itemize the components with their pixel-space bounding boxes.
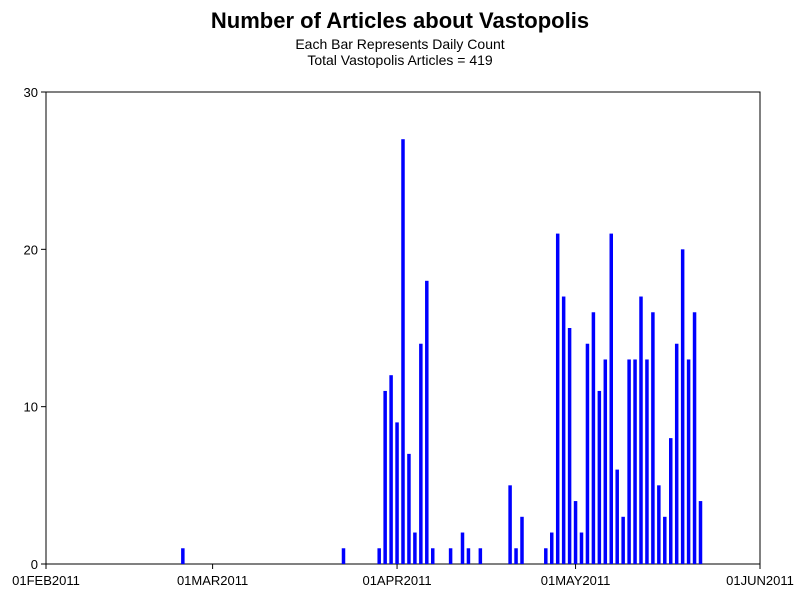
bar-2011-04-29 — [561, 296, 566, 564]
bar-2011-05-04 — [591, 312, 596, 564]
bar-2011-05-20 — [686, 359, 691, 564]
bar-2011-03-23 — [341, 548, 346, 564]
y-tick-label-10: 10 — [24, 400, 38, 415]
bars-group — [181, 139, 703, 564]
bar-2011-03-29 — [377, 548, 381, 564]
bar-2011-05-01 — [573, 501, 578, 564]
bar-2011-04-10 — [448, 548, 453, 564]
bar-2011-03-31 — [389, 375, 393, 564]
bar-2011-05-19 — [680, 249, 685, 564]
bar-2011-04-06 — [425, 280, 429, 564]
bar-2011-02-24 — [181, 548, 185, 564]
y-tick-label-30: 30 — [24, 85, 38, 100]
bar-2011-03-30 — [383, 390, 387, 564]
bar-2011-04-04 — [413, 532, 417, 564]
bar-2011-05-17 — [669, 438, 673, 564]
bar-2011-05-18 — [674, 343, 679, 564]
bar-2011-04-22 — [520, 516, 524, 564]
chart-title: Number of Articles about Vastopolis — [210, 8, 590, 33]
bar-2011-05-08 — [615, 469, 619, 564]
x-tick-label-01MAR2011: 01MAR2011 — [177, 573, 248, 588]
bar-2011-05-02 — [579, 532, 584, 564]
bar-2011-05-15 — [657, 485, 661, 564]
x-tick-label-01MAY2011: 01MAY2011 — [541, 573, 611, 588]
y-tick-label-20: 20 — [24, 242, 38, 257]
bar-2011-05-09 — [621, 516, 625, 564]
bar-2011-04-12 — [460, 532, 465, 564]
bar-2011-04-28 — [555, 233, 560, 564]
bar-2011-04-02 — [401, 139, 405, 564]
x-axis: 01FEB2011 01MAR2011 01APR2011 01MAY2011 01JU… — [12, 564, 794, 588]
bar-2011-04-01 — [395, 422, 399, 564]
chart-subtitle: Each Bar Represents Daily Count — [295, 36, 505, 52]
y-axis: 0 10 20 30 — [24, 85, 46, 572]
chart-total-subtitle: Total Vastopolis Articles = 419 — [307, 52, 493, 68]
bar-2011-05-12 — [639, 296, 643, 564]
bar-2011-04-15 — [478, 548, 483, 564]
bar-2011-04-03 — [407, 453, 411, 564]
bar-2011-05-07 — [609, 233, 613, 564]
bar-2011-05-06 — [603, 359, 608, 564]
bar-2011-05-10 — [627, 359, 631, 564]
x-tick-label-01APR2011: 01APR2011 — [362, 573, 431, 588]
bar-2011-04-13 — [466, 548, 471, 564]
bar-2011-04-30 — [567, 328, 572, 564]
bar-2011-04-27 — [550, 532, 554, 564]
bar-2011-04-21 — [514, 548, 518, 564]
bar-2011-05-22 — [698, 501, 703, 564]
bar-2011-05-13 — [645, 359, 649, 564]
bar-2011-04-20 — [508, 485, 512, 564]
bar-2011-05-14 — [651, 312, 655, 564]
bar-2011-04-07 — [431, 548, 435, 564]
y-tick-label-0: 0 — [31, 557, 38, 572]
bar-2011-05-16 — [663, 516, 667, 564]
bar-2011-04-26 — [544, 548, 548, 564]
x-tick-label-01JUN2011: 01JUN2011 — [726, 573, 794, 588]
bar-2011-04-05 — [419, 343, 423, 564]
bar-2011-05-05 — [597, 390, 602, 564]
bar-2011-05-21 — [692, 312, 697, 564]
bar-2011-05-11 — [633, 359, 637, 564]
bar-2011-05-03 — [585, 343, 590, 564]
x-tick-label-01FEB2011: 01FEB2011 — [12, 573, 80, 588]
